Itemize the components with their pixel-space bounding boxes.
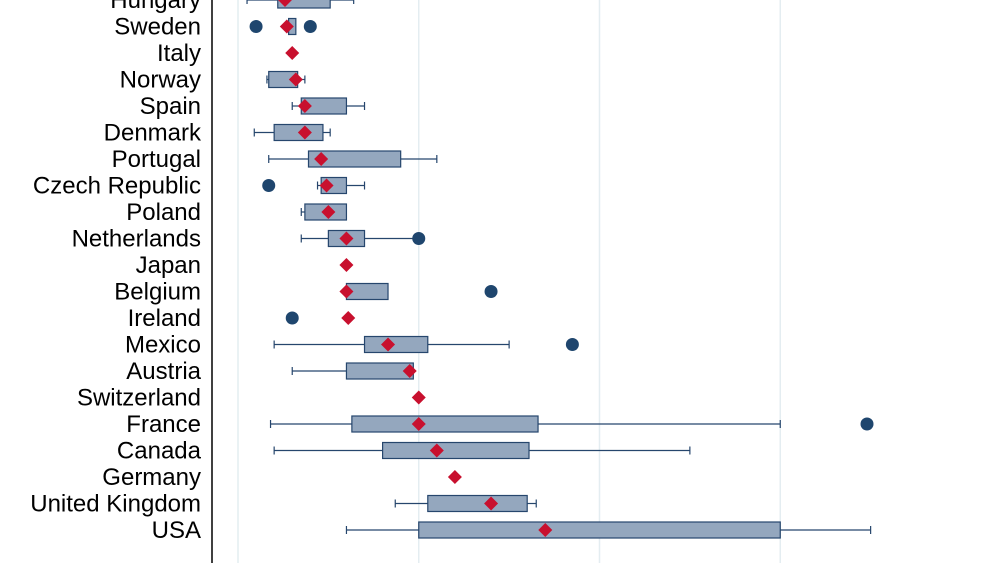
mean-marker (285, 46, 300, 60)
category-label: Portugal (112, 146, 201, 173)
iqr-box (418, 521, 781, 539)
outlier-point (484, 285, 498, 298)
mean-marker (381, 337, 396, 352)
outlier-point (285, 311, 299, 325)
category-label: Italy (157, 40, 201, 67)
mean-marker (339, 231, 354, 246)
category-label: Spain (140, 93, 201, 120)
category-label: USA (152, 517, 201, 544)
category-label: Switzerland (77, 385, 201, 412)
grid-layer (237, 0, 781, 563)
mean-marker (279, 19, 294, 34)
mean-marker (339, 258, 354, 272)
boxes-layer (246, 0, 872, 539)
iqr-box (382, 441, 530, 460)
mean-marker (314, 152, 329, 166)
mean-marker (429, 443, 444, 458)
category-label: United Kingdom (30, 491, 201, 518)
mean-marker (321, 205, 336, 219)
outlier-point (262, 179, 276, 192)
category-label: Hungary (110, 0, 201, 14)
outlier-point (249, 20, 263, 33)
mean-marker (341, 311, 356, 325)
iqr-box (351, 415, 539, 433)
category-label: Czech Republic (33, 173, 201, 200)
iqr-box (363, 335, 429, 354)
category-label: Poland (126, 199, 201, 226)
outlier-point (860, 417, 874, 431)
category-label: Sweden (114, 14, 201, 41)
category-label: Netherlands (72, 226, 201, 253)
category-labels: HungarySwedenItalyNorwaySpainDenmarkPort… (30, 0, 202, 544)
mean-marker (402, 364, 417, 378)
category-label: Ireland (128, 305, 201, 332)
iqr-box (307, 150, 402, 168)
iqr-box (427, 494, 528, 513)
mean-marker (297, 125, 312, 140)
iqr-box (277, 0, 331, 9)
category-label: Canada (117, 438, 202, 465)
mean-marker (411, 417, 426, 431)
mean-marker (288, 72, 303, 87)
mean-marker (319, 178, 334, 193)
category-label: Denmark (104, 120, 202, 147)
category-label: Austria (126, 358, 201, 385)
outlier-point (303, 20, 317, 33)
category-label: France (126, 411, 201, 438)
outlier-point (412, 232, 426, 245)
mean-marker (538, 523, 553, 537)
category-label: Belgium (114, 279, 201, 306)
mean-marker (447, 470, 462, 484)
category-label: Mexico (125, 332, 201, 359)
mean-marker (277, 0, 292, 7)
category-label: Germany (102, 464, 201, 491)
mean-marker (339, 284, 354, 299)
category-label: Japan (136, 252, 201, 279)
mean-marker (484, 496, 499, 511)
category-label: Norway (120, 67, 201, 94)
outlier-point (565, 338, 579, 351)
mean-marker (411, 390, 426, 405)
mean-marker (297, 99, 312, 113)
markers-layer (249, 0, 874, 537)
